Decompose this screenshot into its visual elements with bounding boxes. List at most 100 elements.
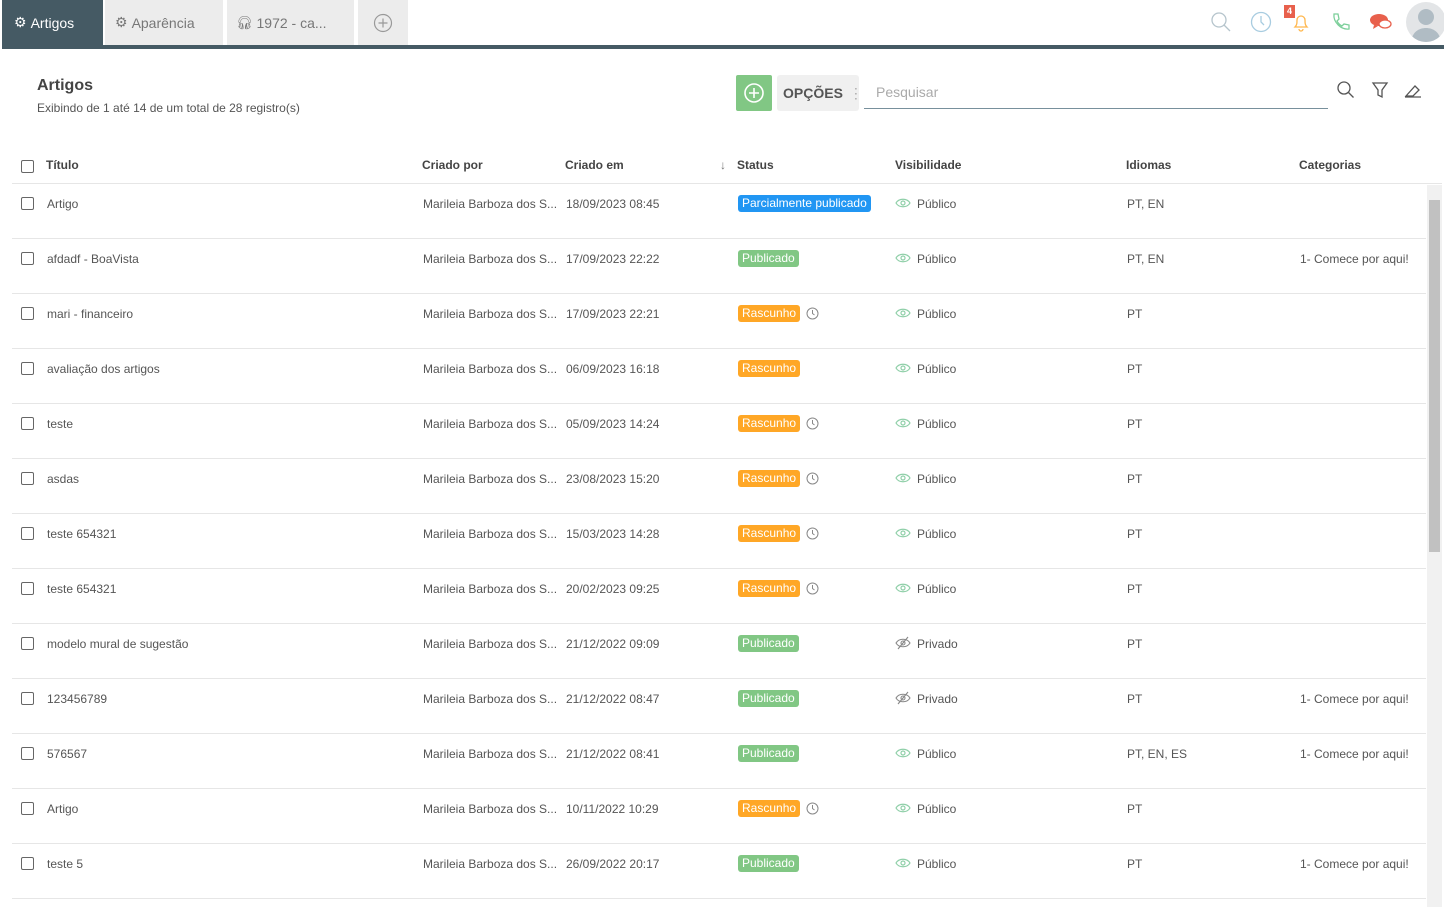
- clock-icon[interactable]: [1249, 10, 1273, 34]
- languages: PT: [1127, 417, 1143, 431]
- eraser-icon[interactable]: [1403, 80, 1423, 100]
- article-title[interactable]: 576567: [47, 747, 88, 761]
- article-title[interactable]: mari - financeiro: [47, 307, 134, 321]
- table-row[interactable]: afdadf - BoaVista Marileia Barboza dos S…: [12, 239, 1426, 294]
- sort-down-icon[interactable]: ↓: [720, 158, 726, 172]
- table-row[interactable]: modelo mural de sugestão Marileia Barboz…: [12, 624, 1426, 679]
- phone-icon[interactable]: [1329, 10, 1353, 34]
- created-at: 21/12/2022 09:09: [566, 637, 660, 651]
- created-at: 06/09/2023 16:18: [566, 362, 660, 376]
- row-checkbox[interactable]: [21, 417, 34, 430]
- column-title[interactable]: Título: [46, 158, 79, 172]
- table-row[interactable]: teste Marileia Barboza dos S... 05/09/20…: [12, 404, 1426, 459]
- table-row[interactable]: mari - financeiro Marileia Barboza dos S…: [12, 294, 1426, 349]
- visibility-label: Privado: [917, 637, 958, 651]
- visibility-cell: Público: [895, 250, 956, 266]
- languages: PT: [1127, 637, 1143, 651]
- article-title[interactable]: Artigo: [47, 197, 79, 211]
- row-checkbox[interactable]: [21, 747, 34, 760]
- clock-icon: [806, 307, 819, 320]
- options-button[interactable]: OPÇÕES ⋮: [777, 75, 863, 111]
- status-cell: Rascunho: [738, 525, 819, 542]
- eye-off-icon: [895, 636, 911, 650]
- bell-icon[interactable]: [1289, 10, 1313, 34]
- search-icon[interactable]: [1336, 80, 1356, 100]
- languages: PT: [1127, 472, 1143, 486]
- plus-circle-icon: [373, 13, 393, 32]
- languages: PT, EN, ES: [1127, 747, 1188, 761]
- table-row[interactable]: teste 654321 Marileia Barboza dos S... 2…: [12, 569, 1426, 624]
- row-checkbox[interactable]: [21, 637, 34, 650]
- search-icon[interactable]: [1209, 10, 1233, 34]
- status-badge: Rascunho: [738, 580, 801, 597]
- table-row[interactable]: 576567 Marileia Barboza dos S... 21/12/2…: [12, 734, 1426, 789]
- table-row[interactable]: 123456789 Marileia Barboza dos S... 21/1…: [12, 679, 1426, 734]
- column-languages[interactable]: Idiomas: [1126, 158, 1172, 172]
- article-title[interactable]: 123456789: [47, 692, 108, 706]
- row-checkbox[interactable]: [21, 692, 34, 705]
- visibility-label: Privado: [917, 692, 958, 706]
- add-tab-button[interactable]: [358, 0, 408, 45]
- languages: PT: [1127, 527, 1143, 541]
- category: 1- Comece por aqui!: [1300, 747, 1409, 761]
- tab-ticket[interactable]: 🎧︎ 1972 - ca...: [227, 0, 354, 45]
- created-at: 23/08/2023 15:20: [566, 472, 660, 486]
- table-row[interactable]: avaliação dos artigos Marileia Barboza d…: [12, 349, 1426, 404]
- row-checkbox[interactable]: [21, 362, 34, 375]
- visibility-cell: Público: [895, 305, 956, 321]
- scrollbar[interactable]: [1427, 185, 1442, 907]
- created-at: 21/12/2022 08:47: [566, 692, 660, 706]
- clock-icon: [806, 527, 819, 540]
- row-checkbox[interactable]: [21, 252, 34, 265]
- page-title: Artigos: [37, 77, 93, 94]
- article-title[interactable]: afdadf - BoaVista: [47, 252, 139, 266]
- column-created-at[interactable]: Criado em: [565, 158, 624, 172]
- article-title[interactable]: teste 5: [47, 857, 84, 871]
- table-row[interactable]: teste 654321 Marileia Barboza dos S... 1…: [12, 514, 1426, 569]
- category: 1- Comece por aqui!: [1300, 692, 1409, 706]
- article-title[interactable]: asdas: [47, 472, 80, 486]
- eye-icon: [895, 472, 911, 484]
- clock-icon: [806, 472, 819, 485]
- visibility-cell: Público: [895, 800, 956, 816]
- tab-artigos[interactable]: ⚙ Artigos: [2, 0, 103, 45]
- row-checkbox[interactable]: [21, 197, 34, 210]
- status-cell: Publicado: [738, 250, 799, 267]
- article-title[interactable]: teste 654321: [47, 527, 117, 541]
- visibility-cell: Privado: [895, 635, 958, 651]
- column-status[interactable]: Status: [737, 158, 774, 172]
- created-at: 20/02/2023 09:25: [566, 582, 660, 596]
- chat-icon[interactable]: [1369, 10, 1393, 34]
- row-checkbox[interactable]: [21, 307, 34, 320]
- table-row[interactable]: Artigo Marileia Barboza dos S... 18/09/2…: [12, 184, 1426, 239]
- row-checkbox[interactable]: [21, 802, 34, 815]
- avatar[interactable]: [1406, 2, 1444, 42]
- table-row[interactable]: Artigo Marileia Barboza dos S... 10/11/2…: [12, 789, 1426, 844]
- article-title[interactable]: avaliação dos artigos: [47, 362, 160, 376]
- top-bar: ⚙ Artigos ⚙ Aparência 🎧︎ 1972 - ca... 4: [0, 0, 1444, 50]
- scrollbar-thumb[interactable]: [1429, 200, 1440, 552]
- row-checkbox[interactable]: [21, 582, 34, 595]
- article-title[interactable]: modelo mural de sugestão: [47, 637, 189, 651]
- column-created-by[interactable]: Criado por: [422, 158, 483, 172]
- article-title[interactable]: Artigo: [47, 802, 79, 816]
- row-checkbox[interactable]: [21, 472, 34, 485]
- column-categories[interactable]: Categorias: [1299, 158, 1362, 172]
- status-badge: Rascunho: [738, 800, 801, 817]
- article-title[interactable]: teste 654321: [47, 582, 117, 596]
- clock-icon: [806, 417, 819, 430]
- table-row[interactable]: asdas Marileia Barboza dos S... 23/08/20…: [12, 459, 1426, 514]
- select-all-checkbox[interactable]: [21, 160, 34, 173]
- row-checkbox[interactable]: [21, 857, 34, 870]
- created-at: 17/09/2023 22:22: [566, 252, 660, 266]
- add-article-button[interactable]: [736, 75, 772, 111]
- search-input[interactable]: [864, 75, 1328, 109]
- filter-icon[interactable]: [1370, 80, 1390, 100]
- status-cell: Publicado: [738, 855, 799, 872]
- column-visibility[interactable]: Visibilidade: [895, 158, 962, 172]
- table-row[interactable]: teste 5 Marileia Barboza dos S... 26/09/…: [12, 844, 1426, 899]
- tab-aparencia[interactable]: ⚙ Aparência: [105, 0, 223, 45]
- visibility-label: Público: [917, 307, 957, 321]
- article-title[interactable]: teste: [47, 417, 74, 431]
- row-checkbox[interactable]: [21, 527, 34, 540]
